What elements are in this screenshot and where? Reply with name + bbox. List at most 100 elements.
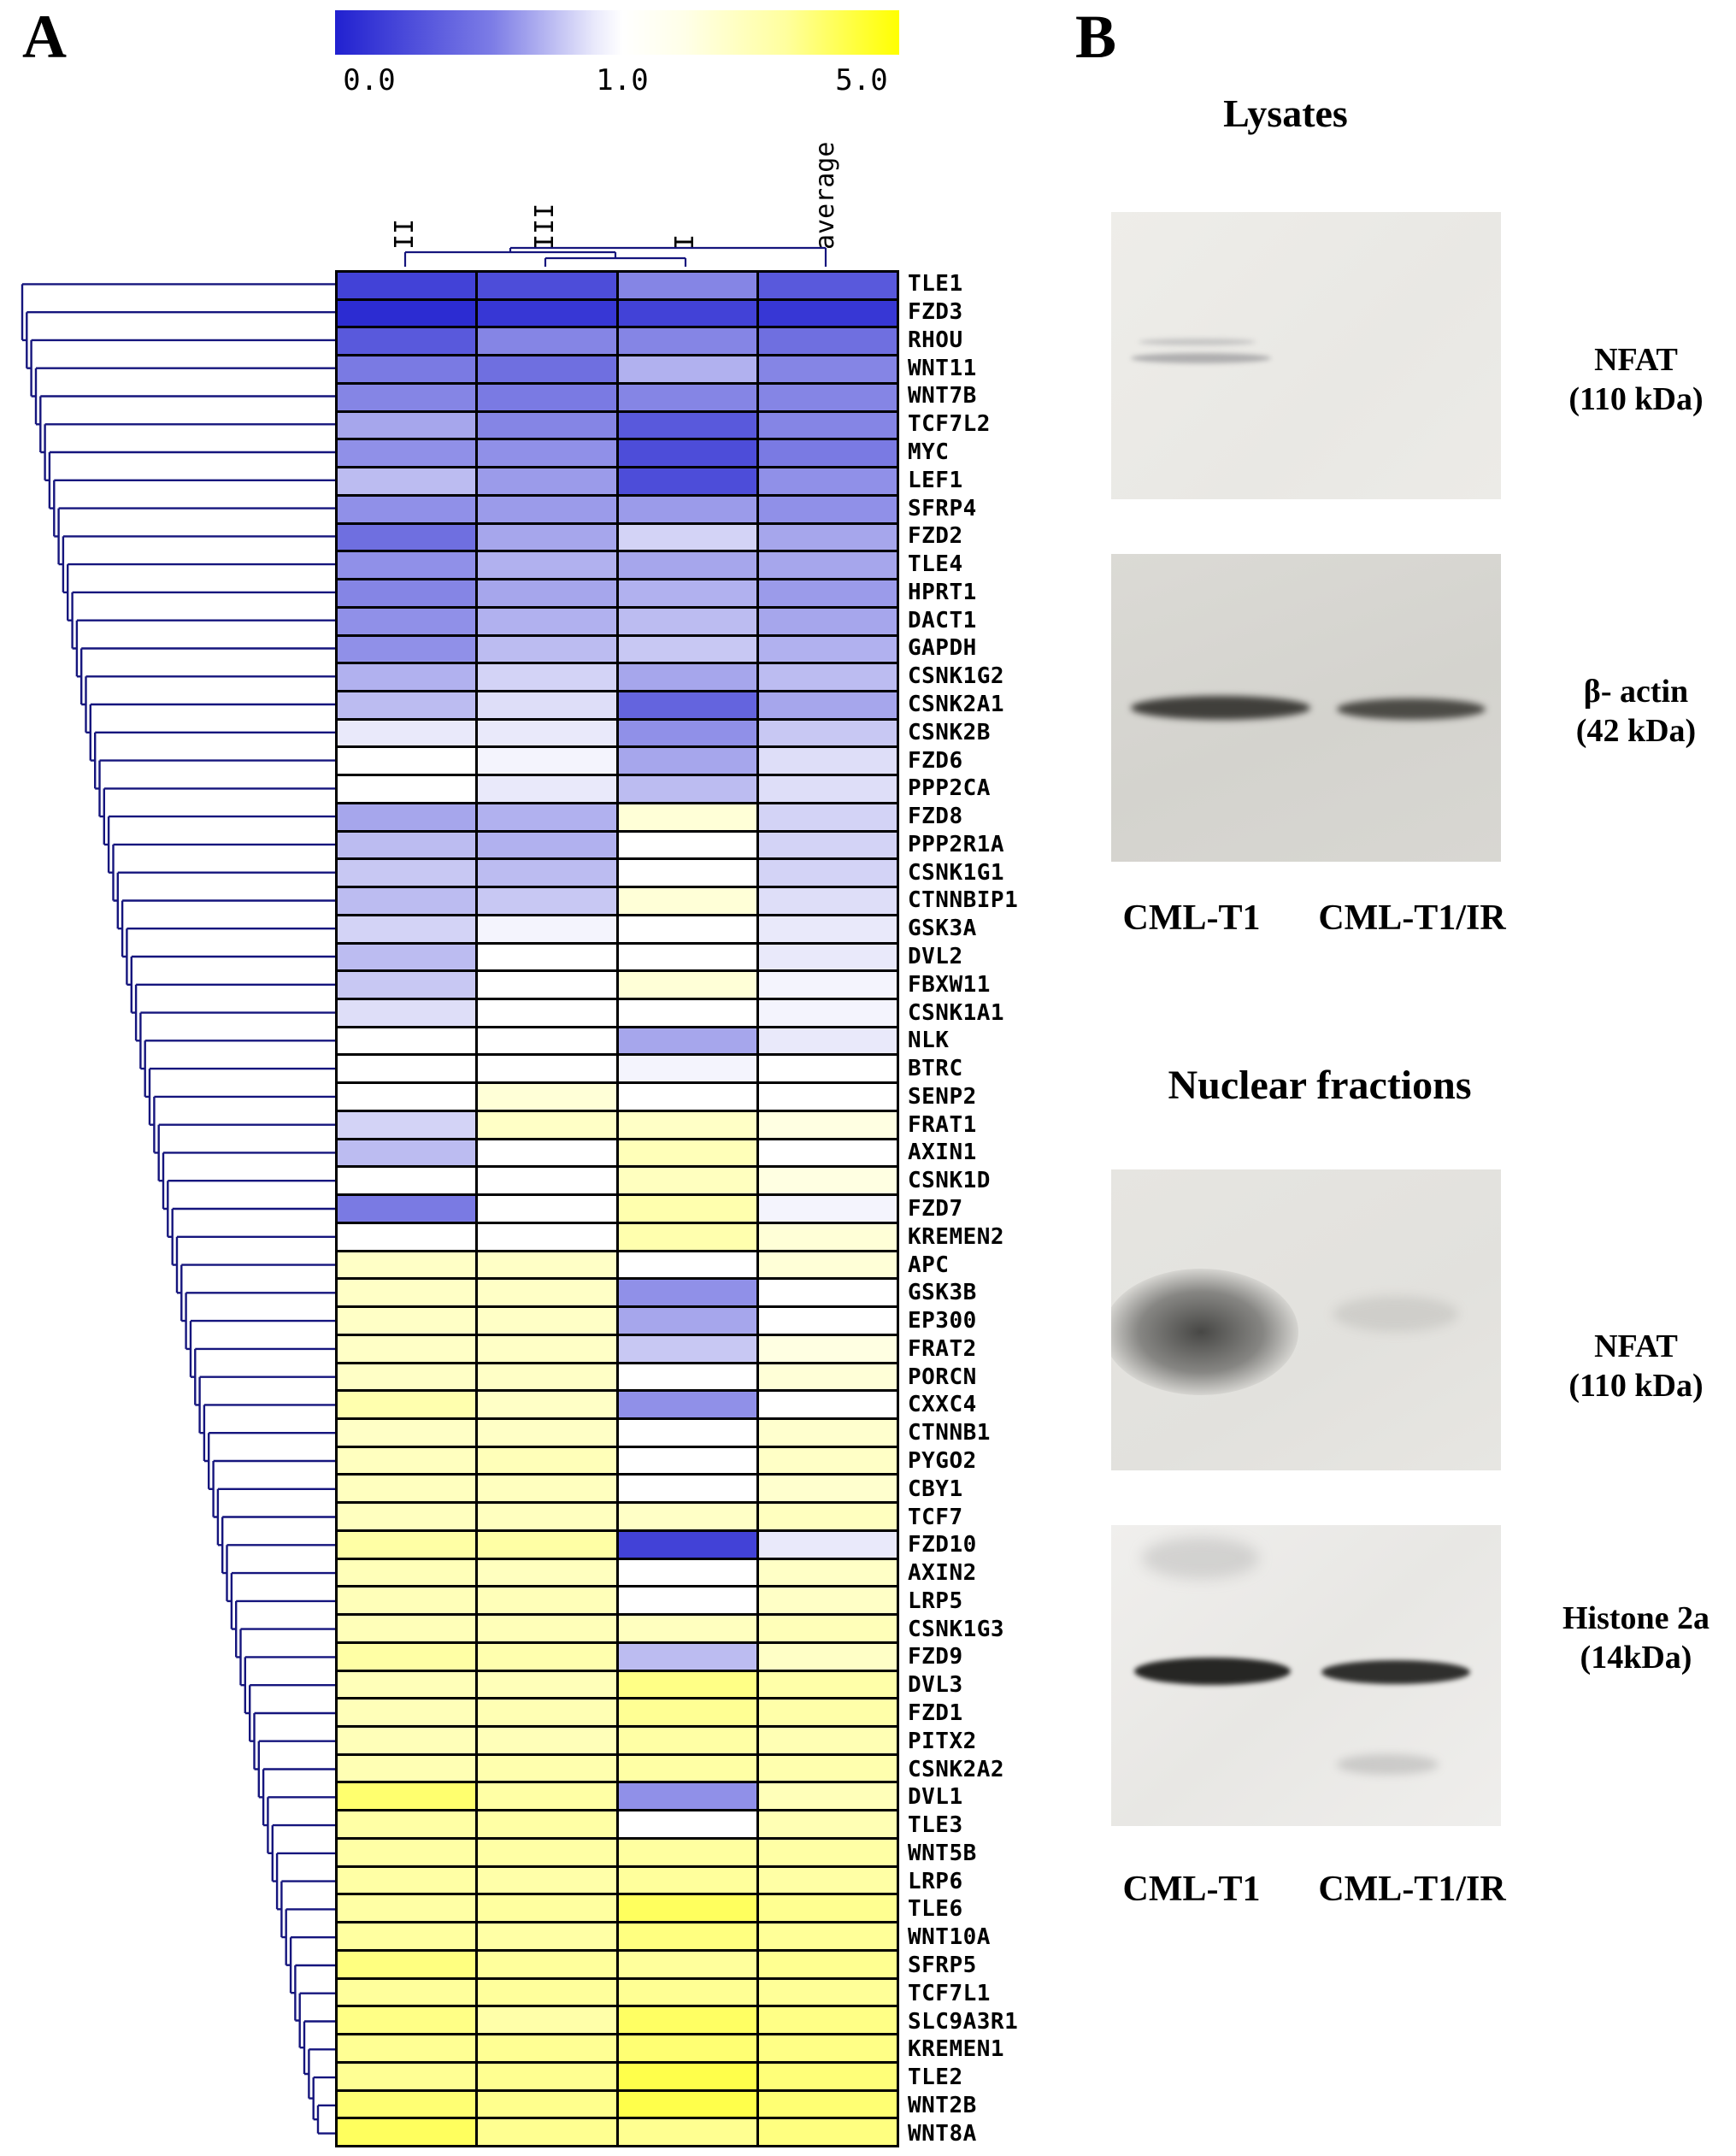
- heatmap-cell-TLE4-I: [618, 552, 756, 579]
- gene-label-CSNK1G1: CSNK1G1: [908, 859, 1005, 886]
- band-lysates-actin-cml-t1: [1130, 695, 1310, 720]
- gene-label-CXXC4: CXXC4: [908, 1392, 977, 1418]
- blot-label-lysates-actin-size: (42 kDa): [1575, 713, 1697, 750]
- heatmap-cell-SLC9A3R1-average: [758, 2007, 897, 2034]
- heatmap-cell-CXXC4-average: [758, 1392, 897, 1417]
- gene-label-FBXW11: FBXW11: [908, 971, 991, 998]
- gene-label-CSNK1G2: CSNK1G2: [908, 663, 1005, 690]
- gene-label-DVL3: DVL3: [908, 1672, 963, 1699]
- heatmap-cell-SFRP5-III: [478, 1951, 616, 1977]
- heatmap-cell-FZD3-average: [758, 300, 897, 327]
- gene-label-CTNNB1: CTNNB1: [908, 1420, 991, 1446]
- gene-label-LRP5: LRP5: [908, 1588, 963, 1614]
- heatmap-cell-FZD8-I: [618, 804, 756, 830]
- heatmap-cell-SFRP4-III: [478, 496, 616, 522]
- gene-label-LEF1: LEF1: [908, 467, 963, 493]
- heatmap-cell-KREMEN1-III: [478, 2035, 616, 2061]
- heatmap-cell-WNT5B-III: [478, 1839, 616, 1865]
- heatmap-cell-GAPDH-III: [478, 636, 616, 663]
- heatmap-cell-SENP2-I: [618, 1084, 756, 1110]
- heatmap-cell-KREMEN2-III: [478, 1223, 616, 1250]
- gene-label-WNT10A: WNT10A: [908, 1924, 991, 1951]
- blot-lysates-actin: [1111, 554, 1501, 862]
- heatmap-cell-CSNK1G3-average: [758, 1616, 897, 1641]
- heatmap-cell-BTRC-I: [618, 1056, 756, 1082]
- gene-label-CSNK2A1: CSNK2A1: [908, 692, 1005, 718]
- heatmap-cell-TCF7-III: [478, 1504, 616, 1529]
- gene-label-FZD9: FZD9: [908, 1644, 963, 1670]
- heatmap-cell-KREMEN2-I: [618, 1223, 756, 1250]
- gene-label-EP300: EP300: [908, 1308, 977, 1334]
- heatmap-cell-TLE6-III: [478, 1895, 616, 1922]
- heatmap-cell-WNT11-I: [618, 356, 756, 382]
- blot-label-nuclear-histone2a-size: (14kDa): [1580, 1640, 1692, 1676]
- heatmap-cell-AXIN1-II: [338, 1140, 476, 1166]
- heatmap-cell-LRP5-III: [478, 1588, 616, 1614]
- heatmap-cell-TLE4-III: [478, 552, 616, 579]
- heatmap-cell-CSNK1G3-I: [618, 1616, 756, 1641]
- heatmap-cell-CTNNBIP1-I: [618, 888, 756, 914]
- heatmap-cell-EP300-III: [478, 1308, 616, 1334]
- blot-label-lysates-actin-name: β- actin: [1583, 674, 1689, 710]
- heatmap-cell-DVL2-III: [478, 944, 616, 970]
- heatmap-cell-TCF7-II: [338, 1504, 476, 1529]
- heatmap-cell-PORCN-II: [338, 1364, 476, 1390]
- heatmap-cell-DVL3-III: [478, 1671, 616, 1698]
- heatmap-cell-FRAT1-III: [478, 1111, 616, 1138]
- heatmap-cell-WNT2B-average: [758, 2091, 897, 2118]
- heatmap-cell-WNT8A-III: [478, 2119, 616, 2145]
- lane-label-nuclear-cml-t1-ir: CML-T1/IR: [1318, 1870, 1506, 1909]
- heatmap-cell-CSNK1G1-average: [758, 860, 897, 887]
- heatmap-cell-CTNNB1-I: [618, 1419, 756, 1446]
- heatmap-cell-TLE6-II: [338, 1895, 476, 1922]
- heatmap-cell-CSNK2B-I: [618, 720, 756, 746]
- heatmap-cell-LRP5-II: [338, 1588, 476, 1614]
- gene-label-WNT8A: WNT8A: [908, 2120, 977, 2147]
- heatmap-cell-WNT2B-II: [338, 2091, 476, 2118]
- colorbar-tick-min: 0.0: [343, 63, 396, 97]
- gene-label-HPRT1: HPRT1: [908, 579, 977, 605]
- section-title-nuclear-fractions: Nuclear fractions: [1168, 1063, 1472, 1108]
- heatmap-cell-WNT10A-II: [338, 1923, 476, 1949]
- heatmap-cell-CSNK2B-II: [338, 720, 476, 746]
- heatmap-cell-TCF7L1-I: [618, 1979, 756, 2006]
- heatmap-cell-SENP2-average: [758, 1084, 897, 1110]
- heatmap-cell-CTNNBIP1-II: [338, 888, 476, 914]
- heatmap-cell-WNT11-III: [478, 356, 616, 382]
- heatmap-cell-SLC9A3R1-III: [478, 2007, 616, 2034]
- heatmap-cell-SENP2-III: [478, 1084, 616, 1110]
- heatmap-cell-CTNNB1-III: [478, 1419, 616, 1446]
- gene-label-FZD10: FZD10: [908, 1532, 977, 1558]
- heatmap-cell-CSNK2A2-III: [478, 1755, 616, 1782]
- heatmap-cell-FZD1-I: [618, 1699, 756, 1726]
- heatmap-cell-SENP2-II: [338, 1084, 476, 1110]
- gene-label-WNT11: WNT11: [908, 355, 977, 381]
- heatmap-cell-FRAT2-II: [338, 1335, 476, 1362]
- heatmap-cell-KREMEN1-II: [338, 2035, 476, 2061]
- heatmap-cell-FZD6-II: [338, 748, 476, 775]
- heatmap-cell-SFRP5-average: [758, 1951, 897, 1977]
- heatmap-cell-NLK-III: [478, 1028, 616, 1054]
- gene-label-SFRP5: SFRP5: [908, 1952, 977, 1978]
- gene-label-FZD1: FZD1: [908, 1699, 963, 1726]
- heatmap-cell-CTNNBIP1-average: [758, 888, 897, 914]
- colorbar-tick-max: 5.0: [835, 63, 888, 97]
- heatmap-cell-RHOU-average: [758, 328, 897, 355]
- heatmap-cell-MYC-III: [478, 440, 616, 467]
- heatmap-cell-TLE3-average: [758, 1811, 897, 1837]
- gene-label-GAPDH: GAPDH: [908, 635, 977, 662]
- heatmap-cell-WNT7B-III: [478, 384, 616, 410]
- heatmap-cell-TLE2-average: [758, 2063, 897, 2089]
- heatmap-cell-CSNK1G2-II: [338, 664, 476, 690]
- heatmap-cell-DVL2-II: [338, 944, 476, 970]
- heatmap-cell-FZD3-III: [478, 300, 616, 327]
- heatmap-cell-RHOU-II: [338, 328, 476, 355]
- row-dendrogram: [21, 283, 335, 2135]
- heatmap-cell-HPRT1-I: [618, 580, 756, 606]
- heatmap-cell-TLE1-III: [478, 273, 616, 298]
- heatmap-cell-PPP2R1A-I: [618, 832, 756, 858]
- heatmap-cell-DVL1-II: [338, 1783, 476, 1810]
- heatmap-cell-PPP2R1A-III: [478, 832, 616, 858]
- lane-label-nuclear-cml-t1: CML-T1: [1122, 1870, 1261, 1909]
- heatmap-cell-DVL3-average: [758, 1671, 897, 1698]
